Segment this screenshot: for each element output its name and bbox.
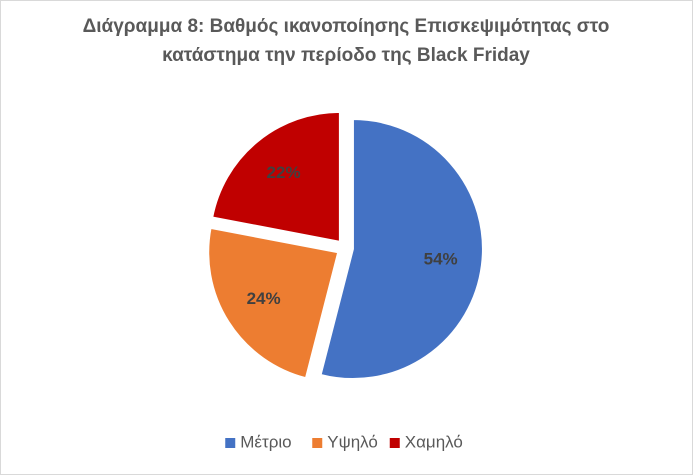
legend-label: Υψηλό [327, 432, 378, 451]
pie-slice [207, 226, 340, 380]
pie-slice [211, 110, 341, 244]
data-label: 22% [267, 163, 301, 182]
pie-slice [319, 118, 484, 380]
legend-label: Χαμηλό [405, 432, 463, 451]
legend-swatch [225, 438, 236, 448]
data-label: 24% [247, 289, 281, 308]
legend-swatch [312, 438, 323, 448]
legend-label: Μέτριο [240, 432, 291, 451]
legend-swatch [389, 438, 400, 448]
chart-title: Διάγραμμα 8: Βαθμός ικανοποίησης Επισκεψ… [82, 16, 610, 66]
data-label: 54% [424, 250, 458, 269]
